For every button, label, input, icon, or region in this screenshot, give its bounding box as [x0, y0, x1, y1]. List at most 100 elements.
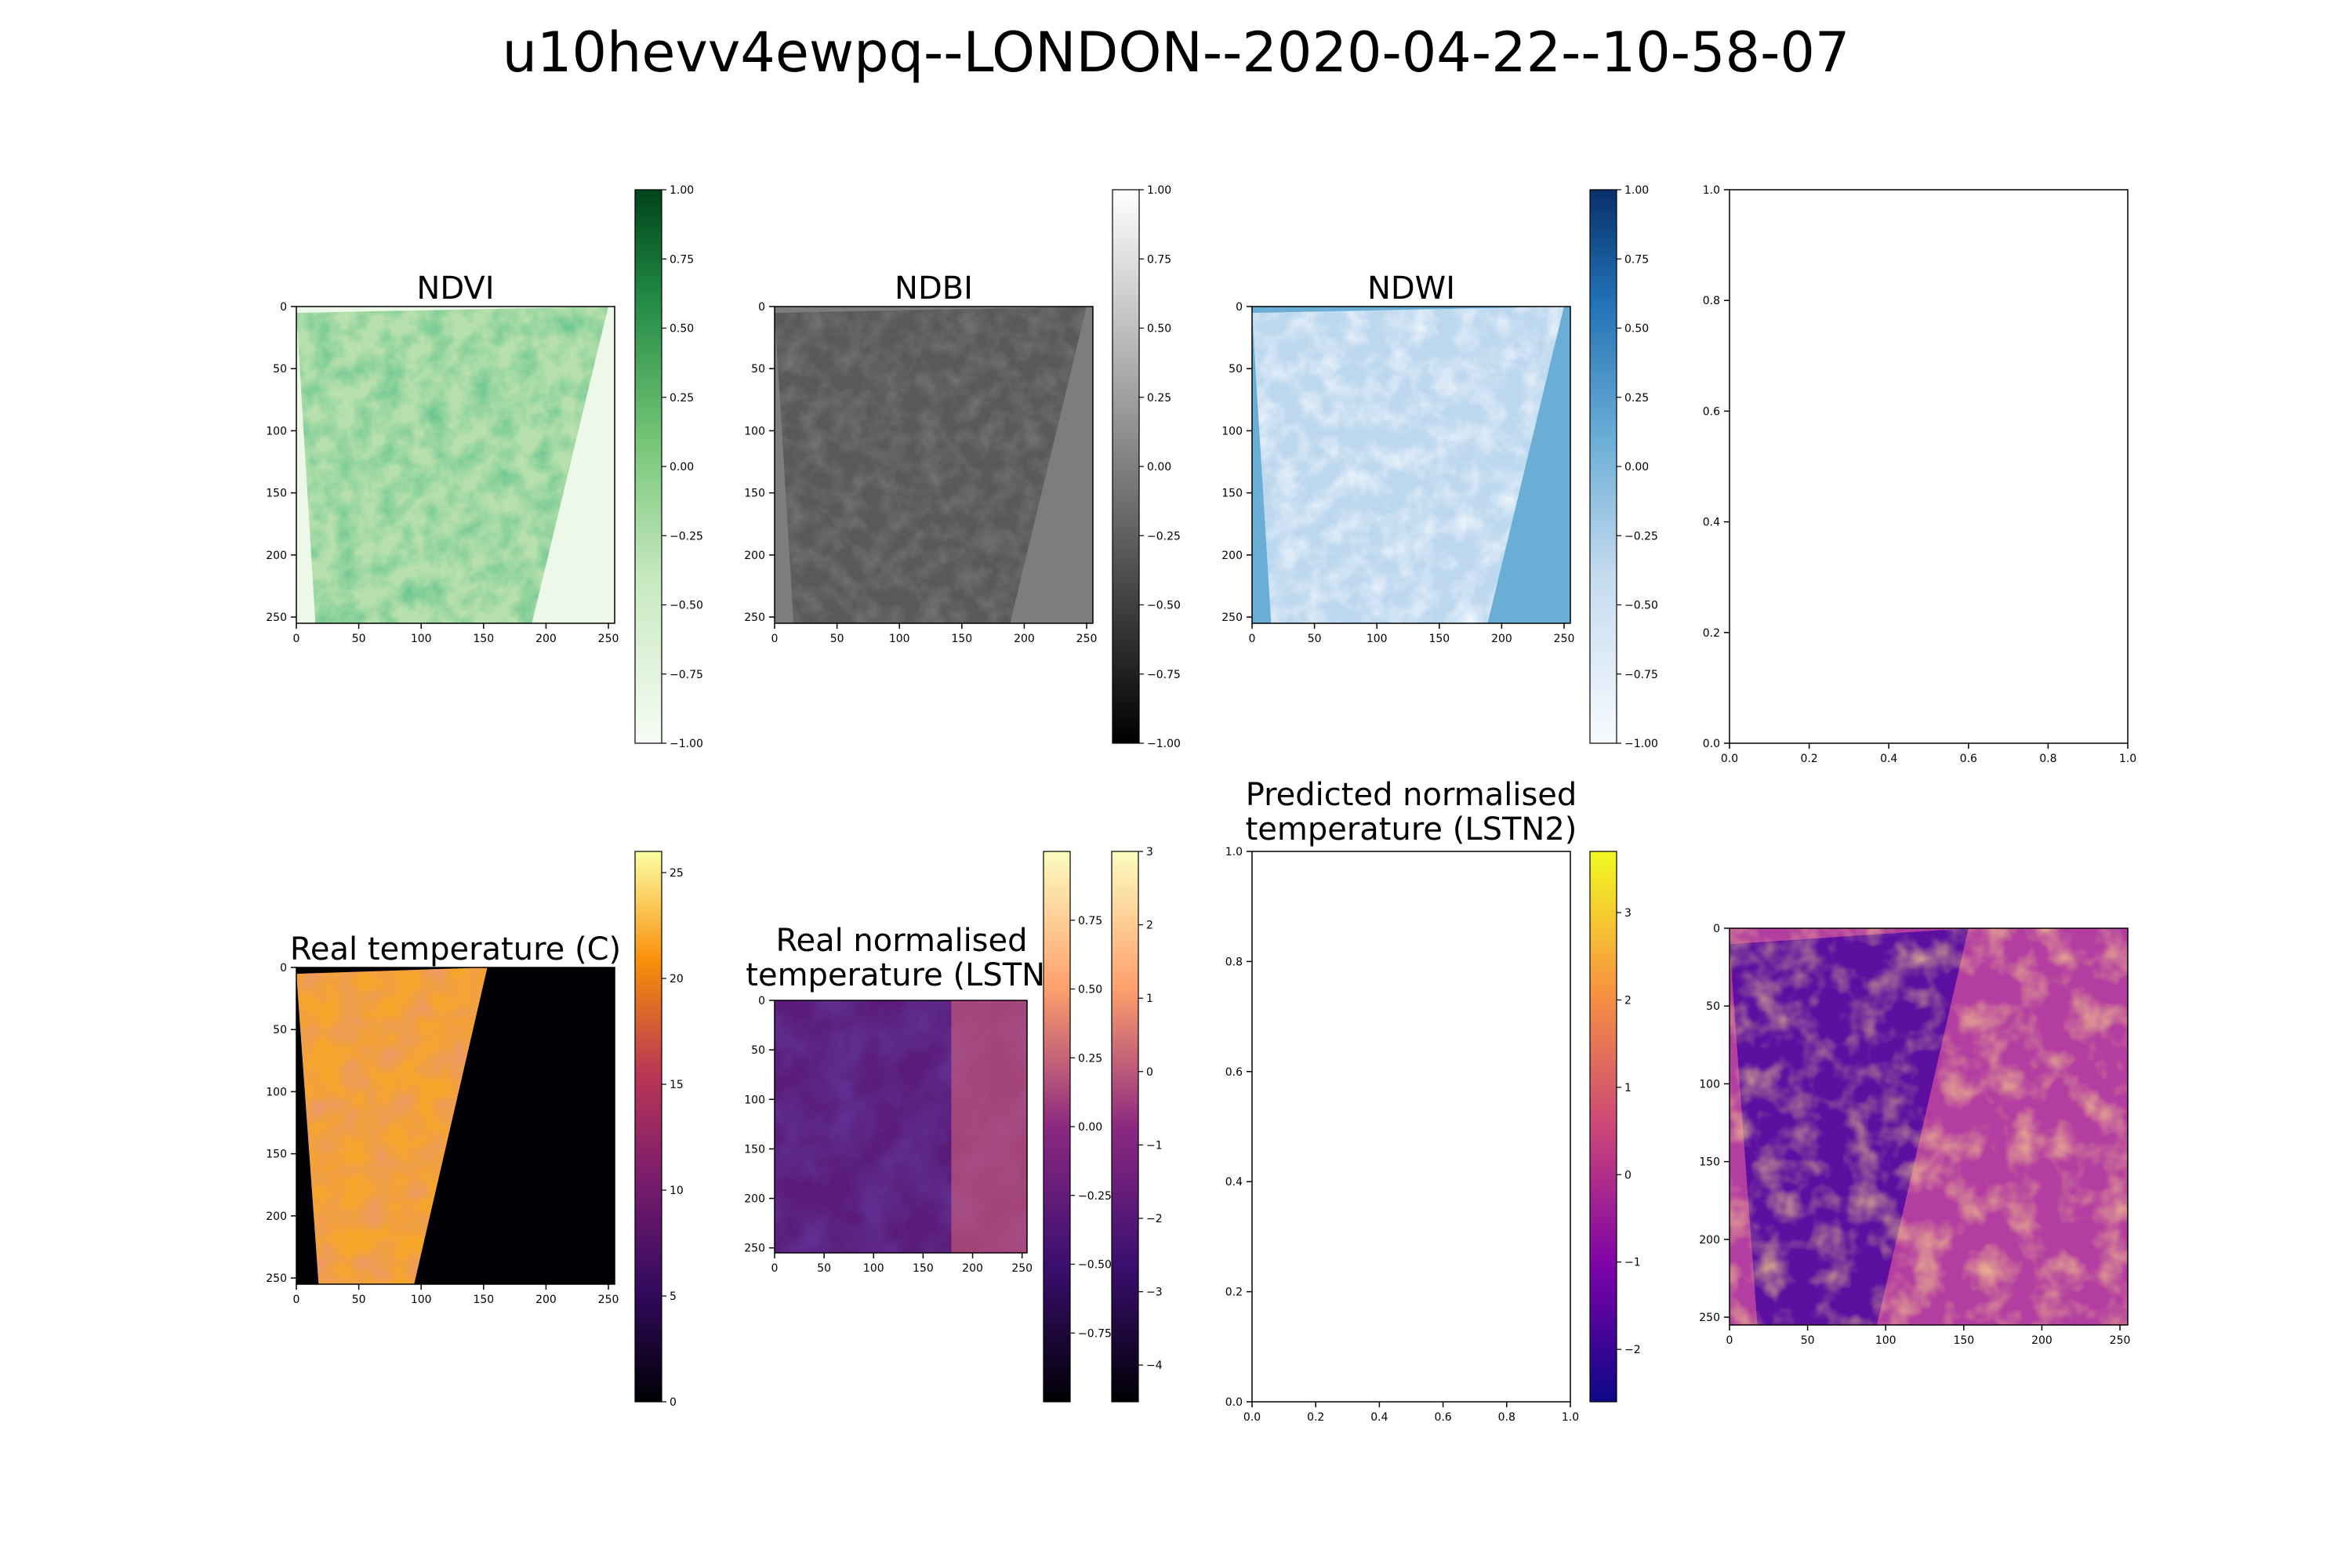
x-tick-label: 250 — [598, 633, 619, 645]
real-temp-colorbar-frame — [634, 851, 662, 1403]
x-tick-label: 0 — [1726, 1334, 1733, 1347]
ndbi-colorbar-tick-label: −0.75 — [1147, 669, 1181, 681]
y-tick-label: 0 — [758, 995, 765, 1007]
x-tick-label: 200 — [962, 1262, 983, 1275]
y-tick-label: 0.0 — [1225, 1396, 1243, 1409]
axes-frame — [296, 967, 615, 1285]
real-norm-colorbar-1-tick-label: 0.75 — [1078, 915, 1102, 927]
panel-title: temperature (LSTN) — [746, 957, 1057, 993]
real-norm-colorbar-2-frame — [1111, 851, 1139, 1403]
x-tick-label: 50 — [1308, 633, 1322, 645]
y-tick-label: 100 — [266, 1086, 287, 1098]
real-temp-colorbar-tick-label: 15 — [670, 1079, 684, 1091]
y-tick-label: 0.8 — [1703, 295, 1720, 307]
y-tick-label: 0.2 — [1225, 1287, 1243, 1299]
ndvi-colorbar-gradient — [635, 190, 662, 743]
y-tick-label: 0.4 — [1225, 1176, 1243, 1189]
ndvi-colorbar-tick-label: −0.25 — [670, 530, 703, 543]
panel-ndwi: 0 50 100 150 200 250 0 50 100 150 200 250 NDWI 1.00 0.… — [1221, 184, 1658, 750]
panel-title: NDBI — [895, 270, 973, 307]
ndwi-colorbar-tick-label: −1.00 — [1624, 738, 1658, 750]
y-tick-label: 150 — [266, 488, 287, 500]
real-temp-colorbar-tick-label: 25 — [670, 867, 684, 880]
ndbi-colorbar-tick-label: 0.50 — [1147, 323, 1171, 336]
real-norm-colorbar-2-tick-label: 3 — [1146, 846, 1153, 858]
x-tick-label: 100 — [1875, 1334, 1896, 1347]
panel-title: Real normalised — [775, 923, 1027, 959]
real-norm-colorbar-1-tick-label: 0.00 — [1078, 1121, 1102, 1134]
y-tick-label: 50 — [273, 363, 287, 376]
real-temp-colorbar-tick-label: 10 — [670, 1185, 684, 1197]
pred-norm-colorbar-tick-label: 0 — [1624, 1169, 1632, 1181]
real-norm-colorbar-1-tick-label: −0.75 — [1078, 1327, 1112, 1340]
ndbi-colorbar-tick-label: −0.25 — [1147, 530, 1181, 543]
ndvi-colorbar-tick-label: 0.75 — [670, 253, 694, 266]
panel-real-norm: 0 50 100 150 200 250 0 50 100 150 200 250 Real norma… — [744, 846, 1163, 1403]
ndbi-colorbar-tick-label: 0.75 — [1147, 253, 1171, 266]
y-tick-label: 50 — [751, 363, 765, 376]
real-norm-colorbar-2-tick-label: −1 — [1146, 1139, 1163, 1152]
panel-title: NDWI — [1367, 270, 1455, 307]
y-tick-label: 0 — [758, 301, 765, 314]
image-right-region — [951, 1000, 1027, 1253]
y-tick-label: 0.2 — [1703, 627, 1720, 640]
x-tick-label: 0.8 — [1498, 1411, 1515, 1424]
pred-norm-colorbar-tick-label: −2 — [1624, 1344, 1641, 1356]
pred-norm-colorbar-tick-label: −1 — [1624, 1257, 1641, 1269]
x-tick-label: 1.0 — [2119, 753, 2136, 765]
ndwi-colorbar-tick-label: 0.00 — [1624, 461, 1649, 474]
real-norm-colorbar-1-tick-label: 0.50 — [1078, 984, 1102, 996]
x-tick-label: 0.6 — [1960, 753, 1977, 765]
pred-norm-colorbar-gradient — [1590, 851, 1617, 1402]
y-tick-label: 1.0 — [1703, 184, 1720, 197]
x-tick-label: 0.6 — [1434, 1411, 1451, 1424]
y-tick-label: 150 — [1699, 1156, 1720, 1169]
real-norm-colorbar-2-tick-label: 0 — [1146, 1066, 1153, 1079]
pred-norm-colorbar-tick-label: 1 — [1624, 1082, 1632, 1094]
y-tick-label: 200 — [1699, 1234, 1720, 1247]
x-tick-label: 50 — [352, 1294, 366, 1306]
ndwi-colorbar-tick-label: 0.50 — [1624, 323, 1649, 336]
figure-title: u10hevv4ewpq--LONDON--2020-04-22--10-58-… — [502, 20, 1850, 85]
y-tick-label: 100 — [744, 1094, 765, 1106]
y-tick-label: 0.6 — [1703, 405, 1720, 418]
y-tick-label: 200 — [744, 550, 765, 562]
y-tick-label: 250 — [266, 1272, 287, 1285]
x-tick-label: 0.2 — [1307, 1411, 1324, 1424]
ndvi-colorbar-tick-label: 0.25 — [670, 392, 694, 405]
ndbi-colorbar-gradient — [1112, 190, 1139, 743]
real-temp-colorbar-gradient — [635, 851, 662, 1402]
real-norm-colorbar-2-gradient — [1112, 851, 1138, 1402]
real-norm-colorbar-1-gradient — [1044, 851, 1070, 1402]
y-tick-label: 150 — [266, 1149, 287, 1161]
y-tick-label: 0.0 — [1703, 738, 1720, 750]
x-tick-label: 200 — [535, 633, 557, 645]
ndwi-colorbar-tick-label: 1.00 — [1624, 184, 1649, 197]
axes-frame — [774, 306, 1094, 624]
x-tick-label: 0 — [293, 1294, 300, 1306]
real-norm-colorbar-2-tick-label: −3 — [1146, 1287, 1163, 1299]
ndbi-colorbar-tick-label: −1.00 — [1147, 738, 1181, 750]
y-tick-label: 250 — [744, 1243, 765, 1255]
axes-frame — [1251, 306, 1571, 624]
real-temp-colorbar-tick-label: 0 — [670, 1396, 677, 1409]
x-tick-label: 50 — [817, 1262, 831, 1275]
y-tick-label: 250 — [1221, 612, 1243, 624]
panel-empty-top: 0.0 0.2 0.4 0.6 0.8 1.0 0.0 0.2 0.4 0.6 0.8 1.0 — [1703, 184, 2136, 765]
x-tick-label: 0.2 — [1800, 753, 1817, 765]
ndwi-colorbar-tick-label: 0.25 — [1624, 392, 1649, 405]
y-tick-label: 50 — [751, 1044, 765, 1057]
ndwi-colorbar-tick-label: −0.75 — [1624, 669, 1658, 681]
y-tick-label: 0.6 — [1225, 1066, 1243, 1079]
x-tick-label: 100 — [863, 1262, 884, 1275]
y-tick-label: 250 — [1699, 1312, 1720, 1324]
y-tick-label: 200 — [744, 1193, 765, 1206]
y-tick-label: 0 — [280, 962, 287, 975]
y-tick-label: 50 — [1229, 363, 1243, 376]
y-tick-label: 200 — [266, 1210, 287, 1223]
real-norm-colorbar-2-tick-label: −4 — [1146, 1359, 1163, 1372]
y-tick-label: 0.4 — [1703, 517, 1720, 529]
axes-frame — [1729, 189, 2129, 744]
panel-title: Predicted normalised — [1246, 777, 1577, 813]
x-tick-label: 250 — [2110, 1334, 2131, 1347]
